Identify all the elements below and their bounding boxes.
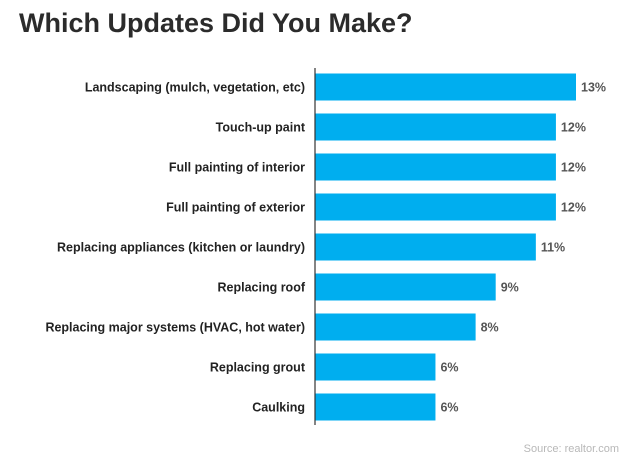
- value-label: 6%: [440, 401, 458, 415]
- category-label: Touch-up paint: [216, 121, 306, 135]
- bar: [315, 273, 496, 301]
- category-label: Landscaping (mulch, vegetation, etc): [85, 81, 305, 95]
- source-note: Source: realtor.com: [523, 443, 619, 455]
- category-label: Full painting of exterior: [166, 201, 305, 215]
- value-label: 13%: [581, 81, 606, 95]
- bar: [315, 313, 476, 341]
- bar: [315, 233, 536, 261]
- category-label: Full painting of interior: [169, 161, 305, 175]
- value-label: 11%: [541, 241, 565, 255]
- value-label: 12%: [561, 121, 586, 135]
- bar: [315, 393, 436, 421]
- bar: [315, 193, 556, 221]
- bar: [315, 353, 436, 381]
- value-label: 12%: [561, 201, 586, 215]
- chart-title: Which Updates Did You Make?: [19, 8, 413, 38]
- category-label: Caulking: [252, 401, 305, 415]
- value-label: 12%: [561, 161, 586, 175]
- value-label: 6%: [440, 361, 458, 375]
- bar: [315, 113, 556, 141]
- category-label: Replacing roof: [217, 281, 305, 295]
- category-label: Replacing appliances (kitchen or laundry…: [57, 241, 305, 255]
- value-label: 8%: [481, 321, 499, 335]
- bar: [315, 153, 556, 181]
- category-label: Replacing grout: [210, 361, 306, 375]
- category-label: Replacing major systems (HVAC, hot water…: [45, 321, 305, 335]
- value-label: 9%: [501, 281, 519, 295]
- bar: [315, 73, 576, 101]
